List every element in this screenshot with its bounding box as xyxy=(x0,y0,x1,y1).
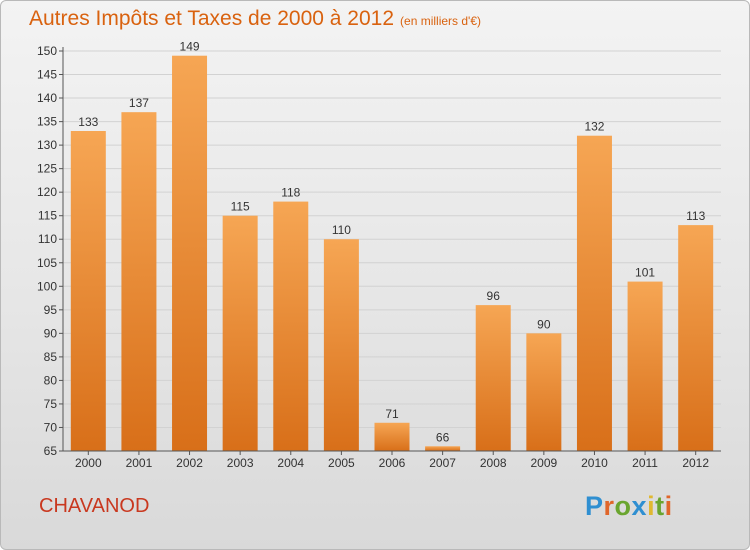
y-tick-label: 80 xyxy=(44,373,58,387)
data-label: 137 xyxy=(129,96,149,110)
chart-title-text: Autres Impôts et Taxes de 2000 à 2012 xyxy=(29,7,395,30)
y-tick-label: 85 xyxy=(44,350,58,364)
bars: 133 137 149 115 118 110 71 66 96 90 132 101 113 xyxy=(70,40,714,452)
bar-2001 xyxy=(121,112,157,452)
x-tick-label: 2003 xyxy=(227,456,254,470)
chart-title: Autres Impôts et Taxes de 2000 à 2012 (en… xyxy=(29,7,481,31)
logo-letter: r xyxy=(603,491,615,521)
x-tick-label: 2002 xyxy=(176,456,203,470)
data-label: 66 xyxy=(436,430,450,444)
x-tick-label: 2007 xyxy=(429,456,456,470)
data-label: 96 xyxy=(487,289,501,303)
bar-2003 xyxy=(222,215,258,451)
bar-2002 xyxy=(172,55,208,452)
logo-letter: x xyxy=(631,491,648,521)
x-tick-label: 2006 xyxy=(379,456,406,470)
data-label: 149 xyxy=(180,40,200,54)
data-label: 90 xyxy=(537,317,551,331)
x-tick-label: 2004 xyxy=(277,456,304,470)
bar-2000 xyxy=(70,131,106,451)
data-label: 113 xyxy=(686,209,705,223)
commune-name: CHAVANOD xyxy=(39,495,150,517)
y-tick-label: 100 xyxy=(37,279,57,293)
y-tick-label: 70 xyxy=(44,420,58,434)
bar-2012 xyxy=(678,225,714,451)
logo-letter: i xyxy=(647,491,656,521)
y-tick-label: 135 xyxy=(37,115,57,129)
grid-lines xyxy=(63,50,721,452)
y-tick-label: 125 xyxy=(37,162,57,176)
y-tick-label: 75 xyxy=(44,397,58,411)
proxiti-logo: Proxiti xyxy=(585,491,673,522)
data-label: 71 xyxy=(385,407,399,421)
y-tick-label: 110 xyxy=(38,232,57,246)
logo-letter: o xyxy=(614,491,632,521)
y-tick-label: 105 xyxy=(37,256,57,270)
y-tick-label: 65 xyxy=(44,444,58,458)
x-tick-label: 2012 xyxy=(682,456,709,470)
bar-2006 xyxy=(374,422,410,451)
data-label: 133 xyxy=(78,115,98,129)
logo-letter: P xyxy=(585,491,604,521)
y-tick-label: 95 xyxy=(44,303,58,317)
logo-letter: i xyxy=(664,491,673,521)
bar-2010 xyxy=(576,135,612,452)
data-label: 118 xyxy=(281,186,300,200)
x-tick-label: 2009 xyxy=(530,456,557,470)
x-tick-label: 2011 xyxy=(632,456,658,470)
y-tick-label: 150 xyxy=(37,44,57,58)
bar-2008 xyxy=(475,305,511,451)
bar-2011 xyxy=(627,281,663,451)
y-tick-label: 90 xyxy=(44,326,58,340)
data-label: 101 xyxy=(635,266,655,280)
x-tick-label: 2005 xyxy=(328,456,355,470)
bar-2005 xyxy=(323,239,359,451)
data-label: 115 xyxy=(231,200,250,214)
chart-subtitle: (en milliers d'€) xyxy=(400,14,482,28)
x-tick-label: 2001 xyxy=(126,456,153,470)
y-tick-label: 140 xyxy=(37,91,57,105)
bar-2007 xyxy=(425,446,461,451)
x-tick-label: 2010 xyxy=(581,456,608,470)
logo-letter: t xyxy=(655,491,665,521)
y-tick-label: 120 xyxy=(37,185,57,199)
bar-2009 xyxy=(526,333,562,451)
data-label: 132 xyxy=(584,120,604,134)
data-label: 110 xyxy=(332,223,351,237)
x-tick-label: 2008 xyxy=(480,456,507,470)
y-tick-label: 115 xyxy=(38,209,57,223)
y-tick-label: 130 xyxy=(37,138,57,152)
bar-2004 xyxy=(273,201,309,451)
y-tick-label: 145 xyxy=(37,68,57,82)
x-tick-label: 2000 xyxy=(75,456,102,470)
axes: 65 70 75 80 85 90 95 100 105 110 115 120 125 130 135 14… xyxy=(37,44,721,470)
